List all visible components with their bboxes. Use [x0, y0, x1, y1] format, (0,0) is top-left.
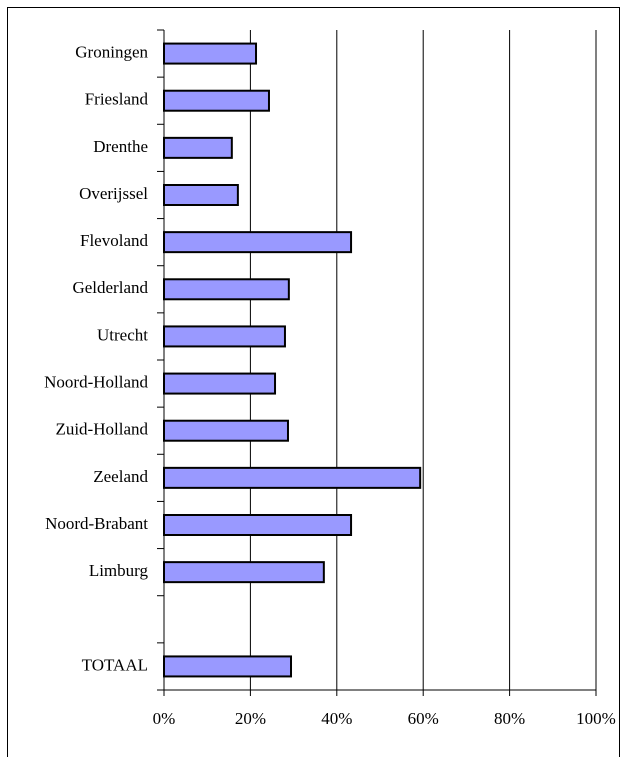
bar: [163, 514, 353, 536]
bar: [163, 136, 233, 159]
y-tick-label: Utrecht: [97, 325, 148, 344]
chart-frame: [7, 7, 620, 762]
bar: [163, 466, 422, 489]
bar: [163, 184, 239, 206]
x-tick-label: 0%: [153, 709, 176, 728]
y-tick-label: Limburg: [89, 561, 149, 580]
y-tick-label: Noord-Brabant: [45, 514, 148, 533]
y-tick-label: Noord-Holland: [44, 372, 148, 391]
y-tick-label: Zuid-Holland: [55, 420, 148, 439]
x-tick-label: 60%: [408, 709, 439, 728]
y-tick-label: TOTAAL: [82, 655, 148, 674]
bar: [163, 325, 286, 348]
x-tick-label: 20%: [235, 709, 266, 728]
y-tick-label: Zeeland: [93, 467, 148, 486]
bar: [163, 278, 290, 301]
bar: [163, 231, 353, 254]
bar: [163, 419, 289, 442]
y-tick-label: Flevoland: [80, 231, 148, 250]
bar: [163, 561, 325, 584]
y-tick-label: Groningen: [75, 42, 148, 61]
bar: [163, 42, 258, 65]
bar: [163, 372, 277, 395]
y-tick-label: Friesland: [85, 90, 149, 109]
x-tick-label: 40%: [321, 709, 352, 728]
x-tick-label: 80%: [494, 709, 525, 728]
y-tick-label: Drenthe: [93, 137, 148, 156]
y-tick-label: Overijssel: [79, 184, 148, 203]
bar: [163, 655, 293, 678]
x-tick-label: 100%: [576, 709, 616, 728]
bar: [163, 89, 270, 112]
y-tick-label: Gelderland: [72, 278, 148, 297]
